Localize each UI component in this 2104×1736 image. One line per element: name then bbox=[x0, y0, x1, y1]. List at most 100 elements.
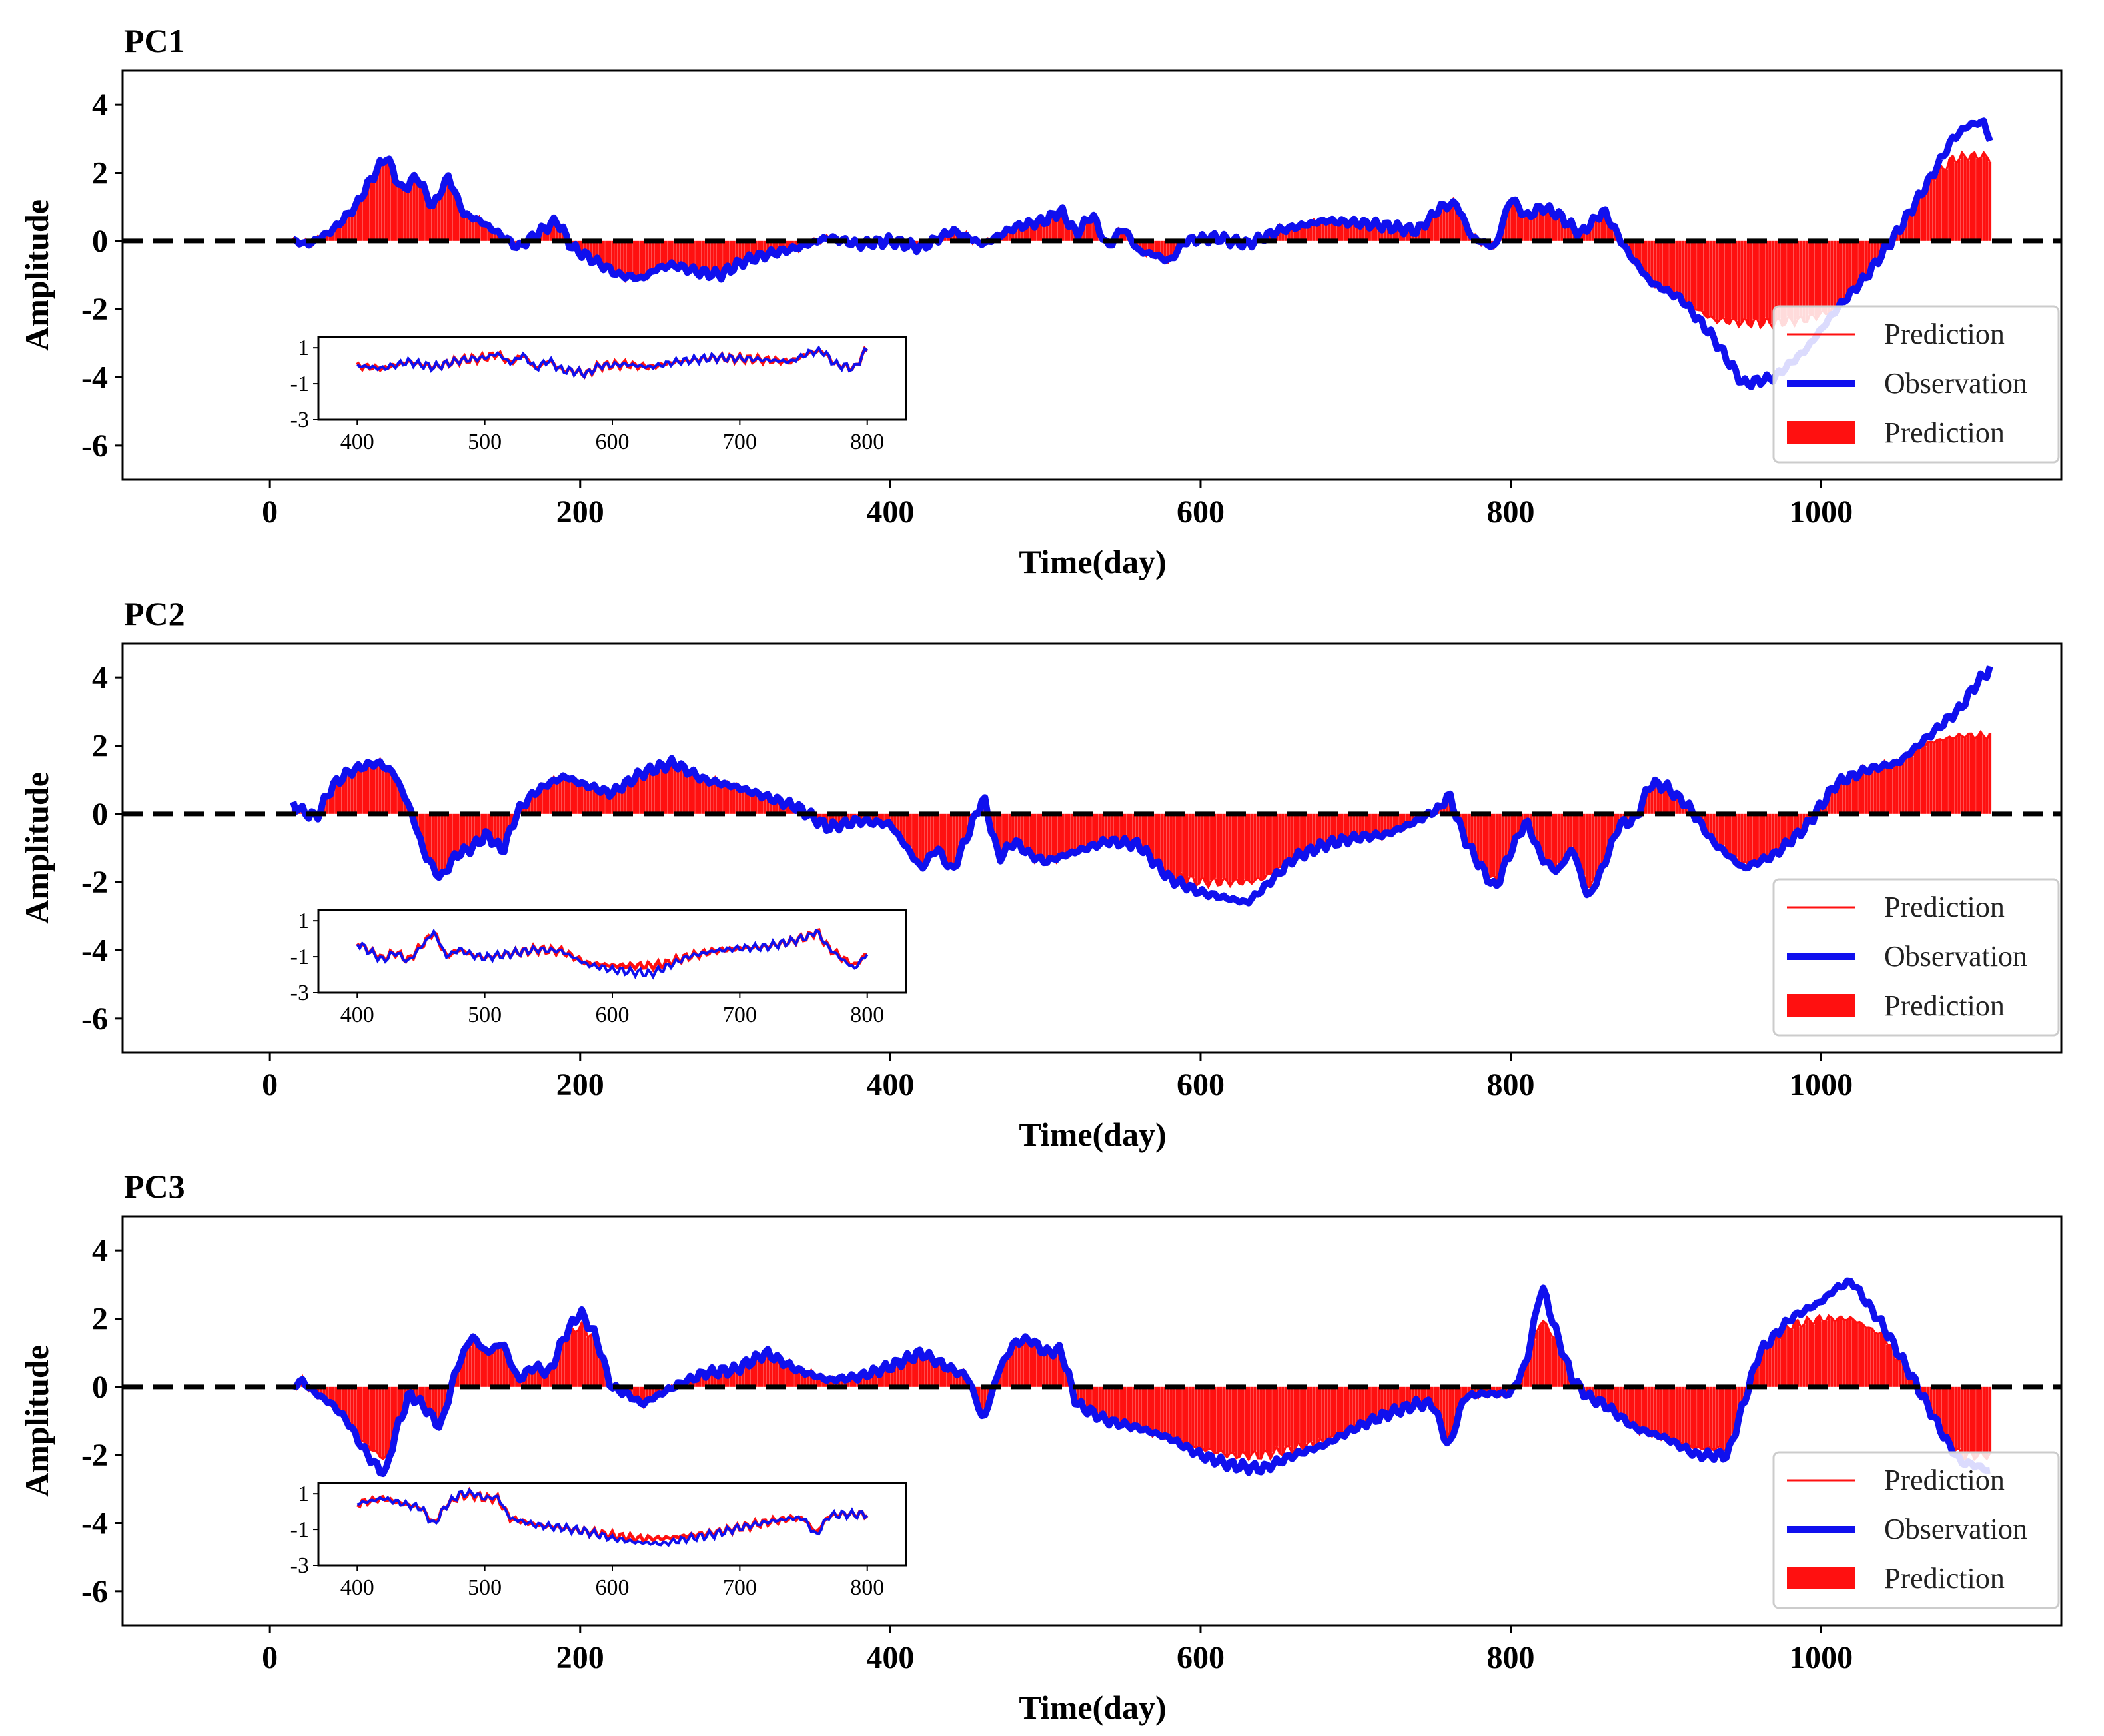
prediction-bar bbox=[1498, 813, 1502, 878]
prediction-bar bbox=[1135, 1386, 1139, 1424]
prediction-bar bbox=[596, 240, 599, 257]
prediction-bar bbox=[1241, 1386, 1245, 1451]
prediction-bar bbox=[1836, 240, 1840, 310]
prediction-bar bbox=[1808, 1320, 1812, 1387]
prediction-bar bbox=[1709, 240, 1713, 316]
prediction-bar bbox=[1501, 813, 1505, 865]
prediction-bar bbox=[1005, 232, 1009, 241]
prediction-bar bbox=[1445, 1386, 1449, 1437]
prediction-bar bbox=[1163, 240, 1167, 260]
prediction-bar bbox=[1057, 211, 1061, 241]
prediction-bar bbox=[626, 780, 630, 814]
prediction-bar bbox=[471, 813, 475, 847]
prediction-bar bbox=[1175, 1386, 1179, 1441]
prediction-bar bbox=[1907, 755, 1911, 814]
prediction-bar bbox=[1383, 224, 1387, 241]
prediction-bar bbox=[1420, 224, 1424, 241]
prediction-bar bbox=[887, 813, 891, 820]
plot-frame bbox=[121, 1215, 2063, 1627]
prediction-bar bbox=[1021, 1346, 1024, 1387]
prediction-bar bbox=[648, 767, 652, 814]
prediction-bar bbox=[354, 207, 357, 241]
prediction-bar bbox=[335, 225, 338, 241]
prediction-bar bbox=[624, 783, 627, 814]
prediction-bar bbox=[707, 785, 711, 814]
prediction-bar bbox=[598, 240, 602, 265]
prediction-bar bbox=[927, 813, 931, 857]
prediction-bar bbox=[1988, 733, 1992, 814]
prediction-bar bbox=[394, 780, 397, 814]
prediction-bar bbox=[1945, 738, 1948, 814]
prediction-bar bbox=[921, 1358, 925, 1387]
prediction-bar bbox=[1113, 813, 1117, 841]
prediction-bar bbox=[1042, 222, 1046, 241]
prediction-bar bbox=[1430, 1386, 1434, 1408]
prediction-bar bbox=[766, 796, 770, 814]
prediction-bar bbox=[484, 228, 487, 241]
prediction-bar bbox=[1855, 240, 1858, 288]
prediction-bar bbox=[372, 1386, 376, 1452]
prediction-bar bbox=[1588, 813, 1592, 887]
prediction-bar bbox=[825, 1382, 829, 1387]
prediction-bar bbox=[1005, 1355, 1009, 1387]
prediction-bar bbox=[999, 1370, 1002, 1387]
prediction-bar bbox=[1690, 240, 1694, 306]
prediction-bar bbox=[1362, 222, 1365, 241]
prediction-bar bbox=[726, 240, 730, 268]
prediction-bar bbox=[1216, 1386, 1219, 1453]
prediction-bar bbox=[633, 1386, 636, 1401]
prediction-bar bbox=[1355, 813, 1359, 840]
prediction-bar bbox=[946, 235, 949, 241]
prediction-bar bbox=[912, 1360, 915, 1387]
prediction-bar bbox=[1355, 1386, 1359, 1429]
prediction-bar bbox=[1864, 240, 1867, 277]
prediction-bar bbox=[1700, 813, 1704, 821]
prediction-bar bbox=[434, 197, 438, 241]
prediction-bar bbox=[1390, 1386, 1393, 1414]
prediction-bar bbox=[1582, 813, 1586, 875]
panel-title: PC1 bbox=[124, 22, 185, 59]
prediction-bar bbox=[1709, 813, 1713, 835]
prediction-bar bbox=[1877, 1334, 1880, 1387]
prediction-bar bbox=[1085, 220, 1089, 241]
prediction-bar bbox=[1470, 813, 1474, 847]
prediction-bar bbox=[462, 813, 466, 849]
prediction-bar bbox=[738, 787, 742, 814]
prediction-bar bbox=[1895, 759, 1899, 814]
prediction-bar bbox=[1321, 813, 1325, 845]
prediction-bar bbox=[1740, 240, 1744, 323]
prediction-bar bbox=[698, 1374, 702, 1387]
prediction-bar bbox=[1442, 203, 1446, 241]
prediction-bar bbox=[462, 1350, 466, 1387]
prediction-bar bbox=[350, 776, 354, 814]
prediction-bar bbox=[378, 759, 382, 814]
prediction-bar bbox=[1662, 786, 1666, 814]
prediction-bar bbox=[1275, 813, 1279, 869]
prediction-bar bbox=[1467, 813, 1470, 845]
prediction-bar bbox=[406, 190, 410, 241]
prediction-bar bbox=[1036, 222, 1039, 241]
prediction-bar bbox=[1321, 218, 1325, 241]
prediction-bar bbox=[660, 765, 664, 814]
prediction-bar bbox=[815, 1380, 819, 1387]
prediction-bar bbox=[1064, 1370, 1067, 1387]
prediction-bar bbox=[726, 781, 730, 814]
prediction-bar bbox=[1014, 228, 1018, 241]
prediction-bar bbox=[1185, 813, 1189, 884]
prediction-bar bbox=[1352, 221, 1356, 241]
prediction-bar bbox=[1901, 1360, 1905, 1387]
prediction-bar bbox=[1935, 739, 1939, 814]
prediction-bar bbox=[1892, 762, 1895, 814]
prediction-bars bbox=[291, 1315, 1992, 1460]
prediction-bar bbox=[1203, 813, 1207, 883]
prediction-bar bbox=[1535, 813, 1539, 843]
prediction-bar bbox=[1104, 813, 1108, 841]
prediction-bar bbox=[744, 1360, 748, 1387]
prediction-bar bbox=[714, 1372, 717, 1387]
prediction-bar bbox=[1734, 1386, 1738, 1430]
prediction-bar bbox=[1448, 205, 1452, 241]
prediction-bar bbox=[431, 813, 434, 863]
inset-x-tick-label: 600 bbox=[596, 430, 630, 454]
prediction-bar bbox=[757, 1356, 760, 1387]
prediction-bar bbox=[1662, 240, 1666, 292]
